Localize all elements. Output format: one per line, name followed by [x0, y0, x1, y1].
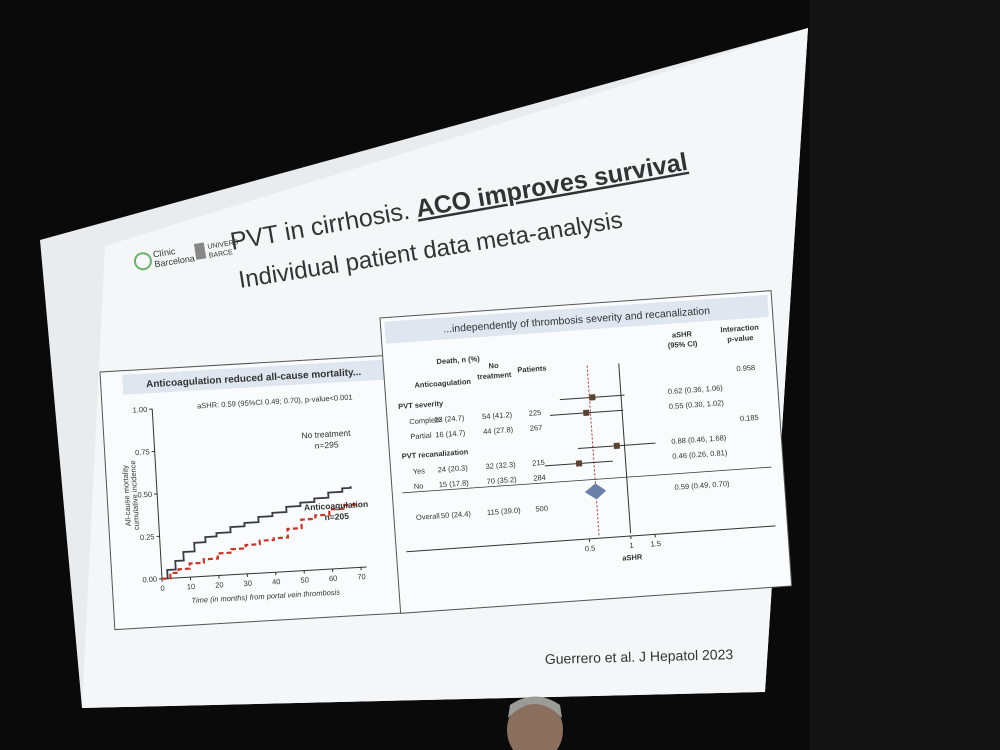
cell: 225 — [528, 408, 541, 418]
divider — [402, 466, 772, 494]
ci-text: 0.59 (0.49, 0.70) — [674, 479, 730, 492]
cell: 16 (14.7) — [435, 428, 466, 439]
cell: 23 (24.7) — [434, 413, 465, 424]
speaker-hair — [508, 696, 562, 718]
logo-text: BARCE — [208, 249, 233, 260]
column-header: p-value — [727, 333, 754, 344]
cell: 500 — [535, 504, 548, 514]
citation: Guerrero et al. J Hepatol 2023 — [545, 646, 734, 667]
column-header: No — [488, 361, 499, 371]
row-label: Overall — [416, 511, 441, 522]
overall-diamond — [584, 483, 607, 500]
column-header: (95% CI) — [668, 339, 699, 350]
logo-icon — [133, 252, 152, 271]
speaker — [507, 698, 563, 750]
ci-text: 0.46 (0.26, 0.81) — [672, 448, 728, 461]
x-tick-label: 30 — [243, 579, 252, 588]
axis — [161, 566, 367, 580]
cell: 267 — [529, 423, 542, 433]
cell: 284 — [533, 473, 546, 483]
x-axis-label: aSHR — [622, 552, 643, 562]
x-tick-label: 70 — [357, 572, 366, 581]
cell: 44 (27.8) — [483, 425, 514, 436]
panel-heading-bar — [122, 359, 385, 395]
y-tick-label: 0.50 — [137, 490, 152, 500]
cell: 32 (32.3) — [485, 460, 516, 471]
cell: 70 (35.2) — [486, 475, 517, 486]
series-n: n=205 — [324, 511, 349, 522]
km-panel: Anticoagulation reduced all-cause mortal… — [99, 354, 405, 631]
km-curve — [161, 486, 352, 580]
ci-text: 0.88 (0.46, 1.68) — [671, 433, 727, 446]
reference-line — [618, 363, 632, 534]
column-header: aSHR — [672, 329, 693, 339]
x-tick-label: 0 — [160, 584, 165, 593]
overall-line — [586, 365, 600, 536]
y-tick-label: 0.00 — [142, 575, 157, 585]
logo-text: Clínic — [152, 246, 176, 259]
series-label: No treatment — [301, 428, 351, 441]
column-header: Death, n (%) — [436, 354, 480, 366]
cell: 24 (20.3) — [437, 463, 468, 474]
p-value: 0.958 — [736, 363, 755, 373]
column-header: Patients — [517, 364, 547, 375]
logo-text: UNIVERS — [207, 239, 239, 251]
cell: 215 — [532, 458, 545, 468]
row-label: Partial — [410, 431, 432, 441]
p-value: 0.185 — [740, 413, 759, 423]
x-tick-label: 40 — [272, 577, 281, 586]
ci-text: 0.62 (0.36, 1.06) — [668, 383, 724, 396]
y-tick-label: 1.00 — [132, 405, 147, 415]
column-header: Anticoagulation — [414, 377, 472, 390]
hr-marker — [575, 460, 583, 467]
cell: 15 (17.8) — [438, 478, 469, 489]
series-label: Anticoagulation — [304, 499, 369, 513]
panel-frame — [379, 290, 793, 614]
row-label: Complete — [409, 415, 442, 426]
x-tick-label: 60 — [329, 574, 338, 583]
hr-marker — [613, 442, 621, 449]
hr-marker — [583, 409, 590, 417]
group-label: PVT severity — [398, 399, 444, 411]
y-axis-label: cumulative incidence — [128, 460, 141, 530]
series-n: n=295 — [314, 439, 339, 450]
y-axis-label: All-cause mortality — [120, 465, 133, 527]
cell: 50 (24.4) — [441, 509, 472, 520]
x-tick-label: 1 — [629, 541, 634, 550]
logo-icon — [193, 242, 207, 260]
y-tick-label: 0.75 — [135, 447, 150, 457]
panel-heading-bar — [384, 294, 769, 344]
km-curve — [161, 502, 359, 580]
y-tick-label: 0.25 — [140, 532, 155, 542]
ci-text: 0.55 (0.30, 1.02) — [669, 398, 725, 411]
column-header: treatment — [477, 370, 512, 381]
axis — [406, 525, 776, 553]
x-tick-label: 20 — [215, 580, 224, 589]
cell: 54 (41.2) — [482, 410, 513, 421]
x-tick-label: 1.5 — [650, 539, 661, 549]
x-tick-label: 0.5 — [584, 544, 595, 554]
row-label: No — [414, 481, 424, 491]
row-label: Yes — [412, 466, 425, 476]
x-tick-label: 10 — [187, 582, 196, 591]
hr-marker — [589, 394, 596, 401]
curtain — [810, 0, 1000, 750]
cell: 115 (39.0) — [487, 506, 522, 517]
column-header: Interaction — [720, 323, 759, 335]
forest-panel: ...independently of thrombosis severity … — [379, 290, 793, 614]
x-tick-label: 50 — [300, 575, 309, 584]
